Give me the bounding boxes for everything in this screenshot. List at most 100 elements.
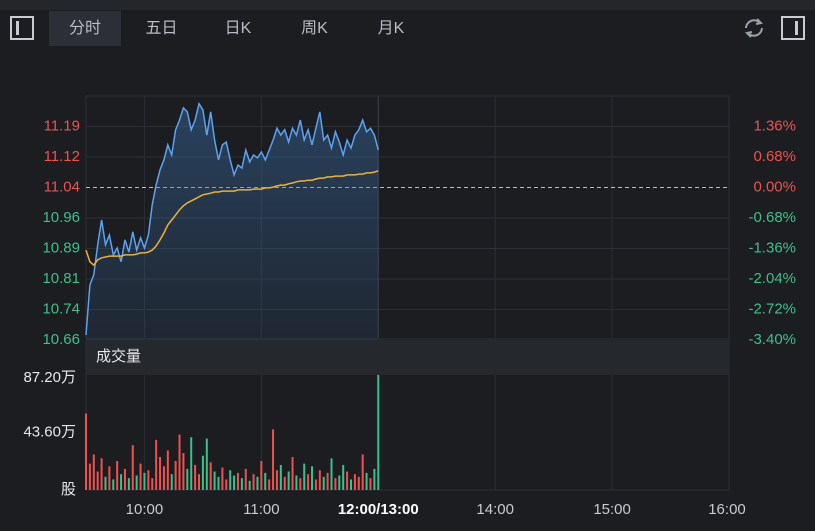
volume-bar xyxy=(240,478,243,490)
volume-bar xyxy=(373,468,376,490)
volume-bar xyxy=(85,413,87,490)
y-tick-label: 11.12 xyxy=(44,148,80,165)
tab[interactable]: 日K xyxy=(225,20,252,37)
volume-bar xyxy=(365,472,368,490)
volume-bar xyxy=(92,454,95,490)
volume-bar xyxy=(295,475,298,490)
volume-bar xyxy=(322,476,325,490)
price-line xyxy=(85,101,380,336)
volume-bar xyxy=(205,438,208,490)
tab-label: 分时 xyxy=(69,19,101,37)
icon-frame xyxy=(10,16,34,40)
volume-bar xyxy=(201,455,204,490)
volume-tick-label: 43.60万 xyxy=(23,423,76,440)
volume-tick-label: 股 xyxy=(61,481,76,498)
volume-bar xyxy=(291,457,294,490)
volume-bar xyxy=(135,475,138,490)
icon-bar xyxy=(16,21,19,35)
y2-tick-label: -3.40% xyxy=(748,331,796,348)
plot xyxy=(85,101,729,490)
volume-bar xyxy=(221,467,224,490)
volume-bar xyxy=(346,471,349,490)
x-tick-label: 16:00 xyxy=(708,501,746,518)
volume-bar xyxy=(244,468,247,490)
volume-bar xyxy=(190,437,193,490)
y2-tick-label: 1.36% xyxy=(753,117,796,134)
y2-tick-label: 0.68% xyxy=(753,148,796,165)
volume-bar xyxy=(287,471,290,490)
volume-bar xyxy=(182,453,185,490)
tab-bar: 分时 五日 日K 周K 月K xyxy=(49,11,405,46)
refresh-icon[interactable] xyxy=(744,18,764,38)
volume-bar xyxy=(330,458,333,490)
volume-bar xyxy=(268,479,271,490)
volume-bar xyxy=(225,479,228,490)
y2-tick-label: -2.72% xyxy=(748,300,796,317)
volume-bar xyxy=(252,474,255,490)
y2-tick-label: -1.36% xyxy=(748,239,796,256)
volume-bar xyxy=(229,470,232,490)
tab[interactable]: 五日 xyxy=(145,20,177,37)
volume-bar xyxy=(174,460,177,490)
volume-bar xyxy=(127,478,130,490)
volume-bar xyxy=(283,476,286,490)
tab[interactable]: 月K xyxy=(378,20,405,37)
volume-bar xyxy=(377,375,380,490)
volume-bar xyxy=(353,474,356,490)
volume-bar xyxy=(334,478,337,490)
volume-bar xyxy=(303,463,306,490)
volume-bar xyxy=(162,466,165,490)
price-area xyxy=(86,103,379,340)
volume-bar xyxy=(349,479,352,490)
volume-bar xyxy=(311,466,314,490)
volume-bar xyxy=(88,463,91,490)
volume-bar xyxy=(143,472,146,490)
volume-bar xyxy=(326,472,329,490)
tab[interactable]: 周K xyxy=(301,20,328,37)
volume-bar xyxy=(170,474,173,490)
y-tick-label: 10.74 xyxy=(42,300,80,317)
y-tick-label: 10.89 xyxy=(42,239,80,256)
tab[interactable]: 分时 xyxy=(49,11,121,46)
volume-bar xyxy=(209,462,212,490)
volume-bar xyxy=(338,475,341,490)
volume-bar xyxy=(104,476,107,490)
volume-bar xyxy=(369,478,372,490)
y-tick-label: 10.81 xyxy=(42,270,80,287)
y2-tick-label: -0.68% xyxy=(748,209,796,226)
volume-bar xyxy=(155,439,158,490)
volume-bar xyxy=(279,464,282,490)
volume-bar xyxy=(314,479,317,490)
volume-bar xyxy=(194,464,197,490)
volume-title: 成交量 xyxy=(96,347,141,365)
y-tick-label: 11.19 xyxy=(44,117,80,134)
icon-bar xyxy=(795,21,798,35)
volume-bar xyxy=(248,480,251,490)
volume-bar xyxy=(198,474,201,490)
volume-bar xyxy=(139,463,142,490)
y2-tick-label: 0.00% xyxy=(753,178,796,195)
tab-selected-bg xyxy=(49,11,121,46)
volume-bar xyxy=(96,471,99,490)
volume-bar xyxy=(166,450,169,490)
volume-bar xyxy=(213,471,216,490)
left-panel-toggle[interactable] xyxy=(10,16,34,40)
average-line xyxy=(85,170,379,267)
y-tick-label: 11.04 xyxy=(44,178,80,195)
volume-bar xyxy=(159,457,162,490)
y2-tick-label: -2.04% xyxy=(748,270,796,287)
volume-bar xyxy=(357,476,360,490)
volume-bar xyxy=(260,460,263,490)
volume-bar xyxy=(112,479,115,490)
volume-bar xyxy=(186,468,189,490)
right-panel-toggle[interactable] xyxy=(781,16,805,40)
x-tick-label: 14:00 xyxy=(476,501,514,518)
y-tick-label: 10.96 xyxy=(42,209,80,226)
volume-bar xyxy=(100,458,103,490)
volume-bar xyxy=(307,474,310,490)
volume-bar xyxy=(178,434,181,490)
volume-bar xyxy=(123,468,126,490)
volume-bar xyxy=(342,464,345,490)
